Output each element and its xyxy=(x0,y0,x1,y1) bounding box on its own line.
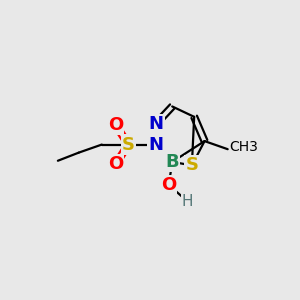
Text: S: S xyxy=(122,136,135,154)
Text: N: N xyxy=(148,115,164,133)
Text: O: O xyxy=(161,176,176,194)
Text: B: B xyxy=(165,153,179,171)
Text: H: H xyxy=(182,194,193,209)
Text: N: N xyxy=(148,136,164,154)
Text: O: O xyxy=(108,116,123,134)
Text: O: O xyxy=(108,155,123,173)
Text: S: S xyxy=(185,156,198,174)
Text: CH3: CH3 xyxy=(230,140,258,154)
